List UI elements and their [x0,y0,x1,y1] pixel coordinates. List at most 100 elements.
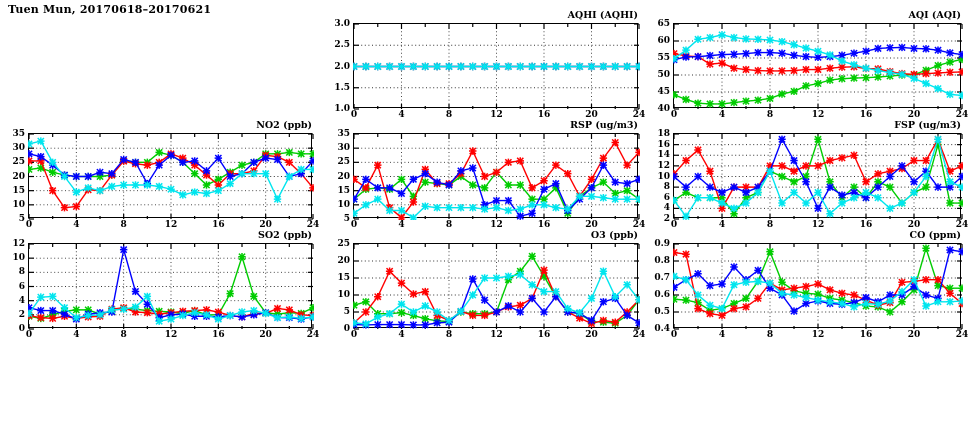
y-tick-label: 35 [12,129,25,139]
panel-rsp: RSP (ug/m3) 5 10 15 20 25 30 35 0 4 8 12 16 20 24 [337,120,645,230]
x-tick-label: 24 [306,330,320,340]
x-tick-label: 16 [537,220,551,230]
panel-title-aqhi: AQHI (AQHI) [567,10,638,21]
y-tick-label: 0 [343,324,350,334]
x-tick-label: 0 [350,220,358,230]
panel-title-aqi: AQI (AQI) [908,10,961,21]
y-tick-label: 14 [657,150,670,161]
x-tick-label: 24 [632,330,646,340]
x-tick-label: 16 [537,110,551,120]
y-tick-label: 2 [18,309,25,320]
x-tick-label: 20 [585,220,598,230]
y-tick-label: 16 [657,139,670,150]
y-tick-label: 2.0 [334,61,350,72]
series-layer-fsp [673,135,963,220]
x-tick-label: 4 [398,330,405,340]
x-tick-label: 0 [670,220,678,230]
y-tick-label: 30 [12,143,25,154]
x-tick-label: 16 [537,330,551,340]
y-tick-label: 6 [18,281,25,292]
x-tick-label: 12 [490,220,503,230]
y-tick-label: 15 [337,185,350,196]
y-tick-label: 25 [337,157,350,168]
x-tick-label: 16 [212,220,225,230]
series-20170618 [673,135,963,213]
x-tick-label: 20 [907,330,921,340]
x-tick-label: 20 [907,220,921,230]
y-tick-label: 25 [12,157,25,168]
y-tick-label: 40 [657,104,670,114]
panel-title-fsp: FSP (ug/m3) [894,120,961,131]
y-tick-label: 1.5 [334,82,350,93]
y-tick-label: 30 [337,143,350,154]
x-tick-label: 8 [445,110,453,120]
x-tick-label: 8 [120,330,127,340]
y-tick-label: 4 [18,295,25,306]
x-tick-label: 12 [164,330,178,340]
y-tick-label: 10 [337,290,350,300]
panel-title-co: CO (ppm) [909,230,961,241]
series-20170620 [353,267,640,328]
y-tick-label: 60 [657,36,670,46]
y-tick-label: 50 [657,70,670,80]
panel-title-no2: NO2 (ppb) [256,120,312,131]
series-20170619 [353,275,640,329]
y-tick-label: 5 [18,214,25,224]
plot-area-aqi: 40 45 50 55 60 65 0 4 8 12 16 20 24 [657,19,968,120]
plot-area-o3: 0 5 10 15 20 25 0 4 8 12 16 20 24 [337,239,645,340]
x-tick-label: 8 [445,330,453,340]
plot-area-no2: 5 10 15 20 25 30 35 0 4 8 12 16 20 24 [12,129,319,230]
series-20170620 [673,135,963,220]
x-tick-label: 12 [490,330,503,340]
y-tick-label: 0.5 [654,307,670,317]
x-tick-label: 16 [859,330,873,340]
page-title: Tuen Mun, 20170618–20170621 [8,3,212,16]
series-layer-aqi [673,31,963,108]
y-tick-label: 20 [12,171,25,182]
series-layer-no2 [28,137,314,212]
x-tick-label: 0 [25,330,33,340]
series-20170620 [673,272,963,313]
y-tick-label: 20 [337,171,350,182]
y-tick-label: 10 [337,199,350,210]
y-tick-label: 8 [663,182,670,193]
y-tick-label: 18 [657,129,670,139]
plot-area-co: 0.4 0.5 0.6 0.7 0.8 0.9 0 4 8 12 16 20 24 [654,239,968,340]
x-tick-label: 8 [766,110,774,120]
series-layer-rsp [353,138,640,220]
panel-so2: SO2 (ppb) 0 2 4 6 8 10 12 0 4 8 12 16 20 24 [12,230,319,340]
series-layer-aqhi [353,62,640,71]
x-tick-label: 12 [811,220,825,230]
x-tick-label: 20 [907,110,921,120]
y-tick-label: 15 [337,273,350,283]
x-tick-label: 4 [398,110,405,120]
x-tick-label: 8 [766,330,774,340]
x-tick-label: 12 [164,220,178,230]
x-tick-label: 12 [811,330,825,340]
x-tick-label: 24 [632,220,646,230]
y-tick-label: 0.7 [654,273,670,283]
series-20170620 [28,292,314,325]
y-tick-label: 5 [343,214,350,224]
x-tick-label: 4 [718,220,726,230]
series-layer-so2 [28,245,314,325]
series-20170620 [673,31,963,100]
plot-area-so2: 0 2 4 6 8 10 12 0 4 8 12 16 20 24 [12,239,319,340]
y-tick-label: 65 [657,19,670,29]
y-tick-label: 0.8 [654,256,670,266]
x-tick-label: 8 [445,220,453,230]
x-tick-label: 4 [718,110,726,120]
y-tick-label: 25 [337,239,350,249]
series-layer-co [673,244,963,320]
y-tick-label: 1.0 [334,104,350,114]
x-tick-label: 24 [955,220,969,230]
x-tick-label: 24 [955,110,969,120]
x-tick-label: 12 [490,110,503,120]
y-tick-label: 8 [18,267,25,278]
x-tick-label: 4 [73,220,80,230]
x-tick-label: 20 [585,110,598,120]
panel-fsp: FSP (ug/m3) 2 4 6 8 10 12 14 16 18 0 4 8 12 16 20 24 [657,120,968,230]
x-tick-label: 24 [306,220,320,230]
series-20170621 [353,252,640,327]
x-tick-label: 20 [259,220,272,230]
